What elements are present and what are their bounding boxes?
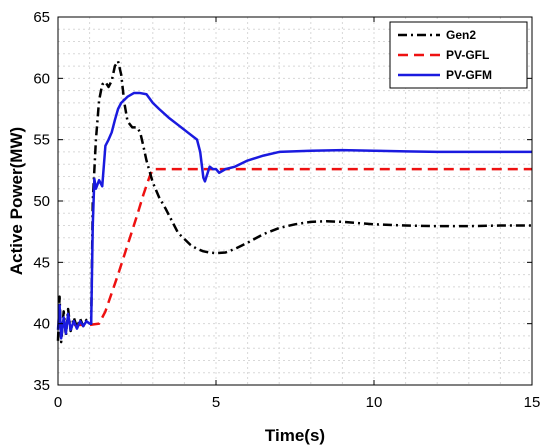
- x-tick-label: 15: [524, 394, 541, 411]
- legend-label: Gen2: [446, 28, 476, 42]
- series-line-pv-gfl: [57, 167, 532, 328]
- y-tick-label: 65: [33, 9, 50, 26]
- y-tick-label: 50: [33, 193, 50, 210]
- series-line-pv-gfm: [56, 91, 532, 340]
- x-tick-label: 0: [54, 394, 62, 411]
- y-tick-label: 55: [33, 132, 50, 149]
- x-axis-label: Time(s): [265, 426, 325, 445]
- legend-box: [389, 21, 528, 89]
- legend-label: PV-GFL: [446, 48, 489, 62]
- y-tick-label: 35: [33, 377, 50, 394]
- legend-label: PV-GFM: [446, 68, 492, 82]
- legend: Gen2 PV-GFL PV-GFM: [389, 21, 528, 89]
- y-axis-label: Active Power(MW): [7, 127, 26, 275]
- y-tick-label: 60: [33, 70, 50, 87]
- y-tick-label: 45: [33, 254, 50, 271]
- x-tick-label: 10: [366, 394, 383, 411]
- y-tick-label: 40: [33, 316, 50, 333]
- series-layer: [56, 59, 532, 344]
- axis-ticks: 0 5 10 15 35 40 45 50 55 60 65: [33, 9, 540, 411]
- x-tick-label: 5: [212, 394, 220, 411]
